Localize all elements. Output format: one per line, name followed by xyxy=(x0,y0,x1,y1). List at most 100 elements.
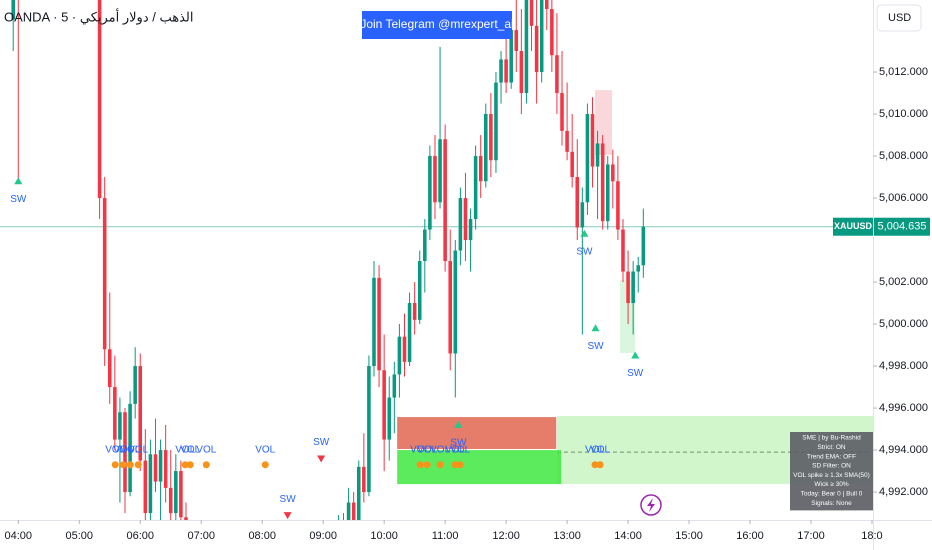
candle-body xyxy=(438,139,442,203)
candle-body xyxy=(611,164,615,182)
currency-button[interactable] xyxy=(876,4,922,32)
info-line: VOL spike ≥ 1.3x SMA(50) xyxy=(793,472,870,479)
candle-body xyxy=(570,151,574,178)
vol-label: VOL xyxy=(417,444,437,455)
swing-label: SW xyxy=(587,341,604,352)
y-tick-label: 5,000.000 xyxy=(879,318,928,330)
vol-label: VOL xyxy=(445,444,465,455)
candle-body xyxy=(575,177,580,228)
x-tick-label: 05:00 xyxy=(66,530,94,542)
candle-body xyxy=(499,59,503,83)
x-tick-label: 04:00 xyxy=(5,530,33,542)
x-tick-label: 16:00 xyxy=(736,530,764,542)
vol-label: VOL xyxy=(196,444,216,455)
candle-body xyxy=(534,25,539,73)
vol-dot xyxy=(119,461,127,469)
vol-label: VOL xyxy=(585,444,605,455)
candle-body xyxy=(453,250,458,354)
info-line: Strict: ON xyxy=(817,444,845,451)
vol-label: VOL xyxy=(255,444,275,455)
vol-label: VOL xyxy=(590,444,610,455)
y-tick-label: 4,998.000 xyxy=(879,360,928,372)
vol-label: VOL xyxy=(175,444,195,455)
y-tick-label: 5,008.000 xyxy=(879,150,928,162)
zone xyxy=(619,279,636,354)
candle-body xyxy=(641,226,646,266)
candle-body xyxy=(356,466,361,520)
candle-body xyxy=(118,412,122,440)
candle-body xyxy=(174,471,178,514)
candle-body xyxy=(463,198,468,241)
x-tick-label: 13:00 xyxy=(553,530,581,542)
candle-body xyxy=(468,219,473,241)
vol-dot xyxy=(423,461,431,469)
candle-body xyxy=(478,156,483,182)
info-box xyxy=(790,432,873,511)
swing-label: SW xyxy=(280,494,297,505)
swing-marker xyxy=(454,420,463,428)
candle-body xyxy=(631,271,635,304)
vol-dot xyxy=(186,461,194,469)
vol-label: VOL xyxy=(410,444,430,455)
x-tick-label: 08:00 xyxy=(248,530,276,542)
candle-body xyxy=(433,156,437,203)
info-line: Signals: None xyxy=(811,500,852,507)
candle-body xyxy=(529,0,534,26)
x-tick-label: 11:00 xyxy=(432,530,459,542)
x-tick-label: 14:00 xyxy=(614,530,642,542)
swing-label: SW xyxy=(627,368,644,379)
candle-body xyxy=(168,487,173,514)
vol-dot xyxy=(416,461,424,469)
candle-body xyxy=(489,114,493,161)
vol-dot xyxy=(111,461,119,469)
currency-label[interactable]: USD xyxy=(888,12,911,24)
candle-body xyxy=(102,198,107,350)
candle-body xyxy=(372,277,376,367)
candle-body xyxy=(580,202,585,228)
x-tick-label: 07:00 xyxy=(187,530,215,542)
swing-marker xyxy=(317,455,326,463)
price-tag xyxy=(874,217,930,236)
info-line: Trend EMA: OFF xyxy=(807,453,856,460)
telegram-banner[interactable] xyxy=(362,11,512,39)
candle-body xyxy=(605,164,610,222)
y-tick-label: 4,996.000 xyxy=(879,402,928,414)
candle-body xyxy=(519,51,524,94)
candle-body xyxy=(153,454,158,482)
candle-body xyxy=(509,30,513,83)
vol-dot xyxy=(596,461,604,469)
axes: 4,992.000 4,994.000 4,996.000 4,998.000 5,00… xyxy=(5,66,930,542)
candle-body xyxy=(113,387,117,440)
symbol-title: OANDA · 5 · الذهب / دولار أمريكي xyxy=(4,8,193,25)
candle-body xyxy=(402,336,407,362)
swing-label: SW xyxy=(10,194,27,205)
candle-body xyxy=(595,143,600,167)
vol-label: VOL xyxy=(120,444,140,455)
telegram-banner-text[interactable]: Join Telegram @mrexpert_ai xyxy=(360,17,513,31)
vol-dot xyxy=(261,461,269,469)
x-tick-label: 06:00 xyxy=(126,530,154,542)
candle-body xyxy=(565,130,569,152)
candle-body xyxy=(443,139,447,262)
x-tick-label: 15:00 xyxy=(675,530,703,542)
y-tick-label: 5,012.000 xyxy=(879,66,928,78)
candle-body xyxy=(163,450,168,488)
vol-dot xyxy=(591,461,599,469)
vol-dot xyxy=(134,461,142,469)
symbol-tag-text: XAUUSD xyxy=(834,221,873,231)
y-tick-label: 5,010.000 xyxy=(879,108,928,120)
candle-body xyxy=(524,0,529,94)
candle-body xyxy=(123,412,127,493)
candle-body xyxy=(473,156,478,220)
candle-body xyxy=(11,0,15,20)
candle-body xyxy=(626,271,630,304)
info-line: Wick ≥ 30% xyxy=(814,481,848,488)
x-tick-label: 10:00 xyxy=(370,530,398,542)
vol-dot xyxy=(202,461,210,469)
candle-body xyxy=(367,366,371,493)
candle-body xyxy=(138,366,143,461)
vol-dot xyxy=(436,461,444,469)
candle-body xyxy=(417,261,422,320)
candle-body xyxy=(423,229,427,262)
candle-body xyxy=(387,397,392,440)
